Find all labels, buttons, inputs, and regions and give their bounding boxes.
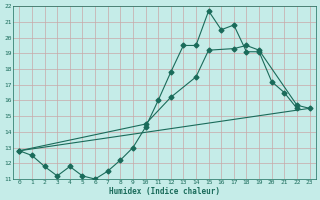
X-axis label: Humidex (Indice chaleur): Humidex (Indice chaleur) — [109, 187, 220, 196]
